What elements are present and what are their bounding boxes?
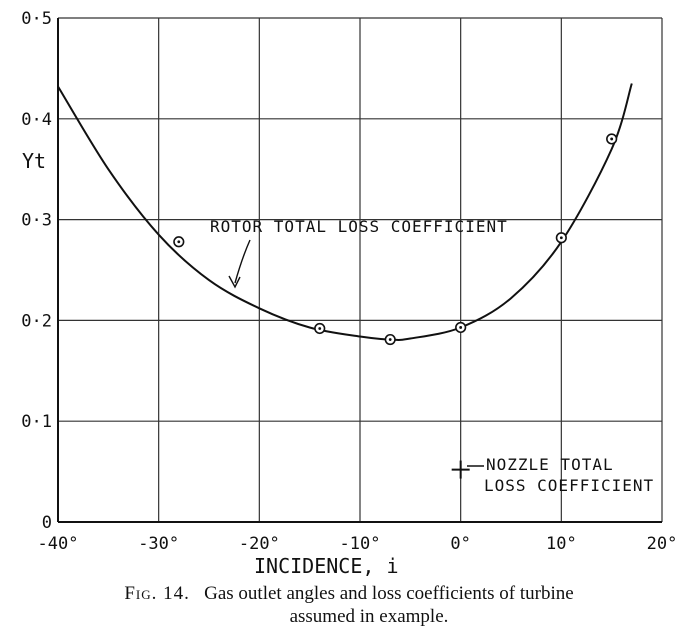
caption-figure-number: Fig. 14. xyxy=(124,583,190,604)
y-axis-label: Yt xyxy=(22,149,46,173)
figure-caption: Fig. 14. Gas outlet angles and loss coef… xyxy=(0,583,698,605)
grid xyxy=(57,17,663,523)
rotor-data-point xyxy=(384,333,396,346)
x-tick-label-5: 10° xyxy=(546,534,577,554)
nozzle-loss-marker xyxy=(451,460,470,479)
x-axis-label: INCIDENCE, i xyxy=(254,554,399,578)
rotor-data-point xyxy=(555,232,567,244)
nozzle-data-point xyxy=(451,460,470,479)
rotor-data-point xyxy=(173,236,185,248)
x-tick-label-4: 0° xyxy=(450,534,470,554)
x-tick-label-2: -20° xyxy=(239,534,280,554)
rotor-loss-curve xyxy=(57,83,633,341)
y-tick-label-5: 0·5 xyxy=(21,9,52,29)
caption-line-2: assumed in example. xyxy=(289,606,449,627)
rotor-annotation: ROTOR TOTAL LOSS COEFFICIENT xyxy=(210,217,508,236)
rotor-annotation-arrow xyxy=(234,239,251,284)
y-tick-label-3: 0·3 xyxy=(21,211,52,231)
y-tick-label-2: 0·2 xyxy=(21,311,52,331)
x-tick-label-0: -40° xyxy=(38,534,79,554)
rotor-data-point xyxy=(455,321,467,334)
nozzle-annotation-line2: LOSS COEFFICIENT xyxy=(484,476,654,495)
loss-coefficient-chart: -40° -30° -20° -10° 0° 10° 20° 0 0·1 0·2 0·3 0·4 0·5… xyxy=(21,9,677,578)
y-tick-label-1: 0·1 xyxy=(21,412,52,432)
rotor-annotation-arrowhead xyxy=(228,275,241,289)
tick-labels: -40° -30° -20° -10° 0° 10° 20° 0 0·1 0·2 0·3 0·4 0·5 xyxy=(21,9,677,554)
x-tick-label-1: -30° xyxy=(138,534,179,554)
figure-caption-continued: assumed in example. xyxy=(0,606,698,628)
nozzle-annotation-line1: NOZZLE TOTAL xyxy=(486,455,614,474)
y-tick-label-4: 0·4 xyxy=(21,110,52,130)
x-tick-label-3: -10° xyxy=(340,534,381,554)
y-tick-label-0: 0 xyxy=(42,513,52,533)
x-tick-label-6: 20° xyxy=(647,534,678,554)
axes xyxy=(57,18,662,523)
rotor-data-point xyxy=(314,322,326,335)
caption-line-1: Gas outlet angles and loss coefficients … xyxy=(204,583,574,604)
rotor-data-point xyxy=(606,133,618,145)
rotor-loss-points xyxy=(173,133,618,346)
